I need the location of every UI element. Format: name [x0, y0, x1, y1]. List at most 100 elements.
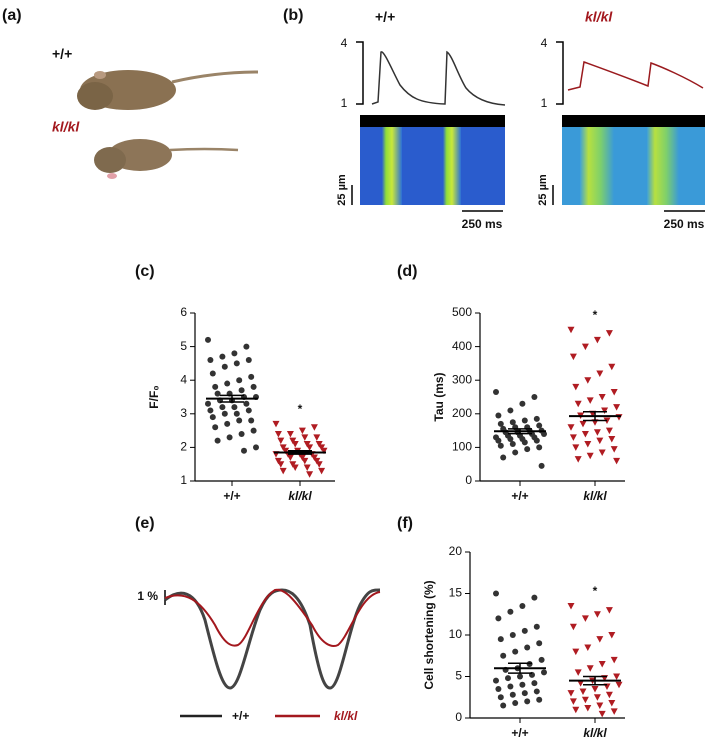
data-point [233, 360, 240, 367]
y-tick-label: 5 [455, 669, 462, 683]
x-tick-label: kl/kl [288, 489, 312, 503]
data-point [495, 615, 502, 622]
data-point [298, 427, 306, 435]
data-point [301, 457, 309, 465]
data-point [577, 680, 585, 687]
data-point [610, 656, 618, 664]
data-point [538, 462, 545, 469]
data-point [241, 447, 247, 454]
data-point [613, 673, 621, 680]
data-point [581, 343, 589, 351]
y-tick-label: 4 [180, 372, 187, 386]
panel-label: (d) [397, 263, 417, 280]
data-point [572, 444, 580, 451]
data-point [586, 452, 594, 460]
data-point [250, 427, 257, 434]
data-point [231, 404, 238, 411]
data-point [567, 424, 575, 431]
data-point [286, 430, 294, 438]
data-point [495, 685, 502, 692]
x-tick-label: +/+ [223, 489, 240, 503]
data-point [593, 611, 601, 618]
x-tick-label: kl/kl [583, 726, 607, 738]
panel-label: (a) [2, 7, 22, 24]
data-point [610, 388, 618, 396]
data-point [574, 400, 582, 408]
data-point [598, 449, 606, 456]
data-point [517, 673, 523, 680]
x-tick-label: +/+ [511, 726, 528, 738]
data-point [315, 441, 323, 448]
data-point [509, 632, 516, 638]
data-point [286, 454, 294, 461]
data-point [615, 414, 623, 421]
data-point [238, 387, 245, 394]
scale-label: 1 [541, 96, 548, 110]
data-point [572, 648, 580, 656]
data-point [495, 412, 502, 419]
data-point [315, 461, 323, 468]
data-point [598, 661, 606, 668]
y-tick-label: 300 [452, 372, 472, 386]
data-point [212, 424, 219, 431]
data-point [274, 430, 282, 438]
panel-label: (f) [397, 515, 413, 532]
significance-mark: * [298, 402, 303, 416]
data-point [541, 669, 547, 676]
data-point [605, 691, 613, 699]
data-point [526, 661, 533, 668]
data-point [519, 602, 526, 609]
data-point [291, 464, 299, 472]
data-point [236, 417, 243, 424]
data-point [531, 594, 538, 601]
scale-label: 25 µm [537, 174, 549, 206]
data-point [245, 407, 252, 414]
data-point [310, 424, 318, 431]
data-point [521, 690, 528, 697]
data-point [610, 708, 618, 715]
data-point [507, 407, 514, 414]
data-point [541, 430, 547, 437]
legend-label: +/+ [232, 709, 249, 723]
data-point [507, 608, 514, 615]
data-point [519, 400, 526, 407]
data-point [209, 370, 216, 377]
data-point [598, 394, 606, 401]
data-point [601, 407, 609, 414]
y-tick-label: 20 [449, 544, 463, 558]
scale-label: 1 % [137, 589, 158, 603]
data-point [574, 669, 582, 676]
panel-label: (e) [135, 515, 155, 532]
data-point [279, 444, 287, 451]
data-point [219, 404, 226, 411]
data-point [289, 437, 297, 445]
data-point [248, 417, 255, 424]
data-point [524, 644, 531, 651]
data-point [569, 353, 577, 361]
y-tick-label: 3 [180, 406, 187, 420]
data-point [493, 677, 499, 684]
data-point [569, 434, 577, 441]
genotype-label: +/+ [52, 46, 72, 62]
data-point [598, 710, 606, 718]
data-point [303, 464, 311, 472]
data-point [301, 434, 309, 441]
data-point [306, 471, 314, 478]
data-point [224, 380, 231, 387]
data-point [512, 449, 519, 456]
data-point [596, 702, 604, 710]
data-point [524, 698, 531, 705]
data-point [579, 688, 587, 695]
data-point [231, 350, 238, 357]
y-tick-label: 0 [465, 473, 472, 487]
legend-label: kl/kl [334, 709, 358, 723]
data-point [610, 446, 618, 453]
data-point [274, 457, 282, 465]
data-point [521, 417, 528, 424]
data-point [250, 383, 257, 390]
y-tick-label: 1 [180, 473, 187, 487]
data-point [243, 400, 250, 407]
data-point [533, 623, 540, 630]
data-point [500, 652, 507, 659]
data-point [613, 404, 621, 411]
